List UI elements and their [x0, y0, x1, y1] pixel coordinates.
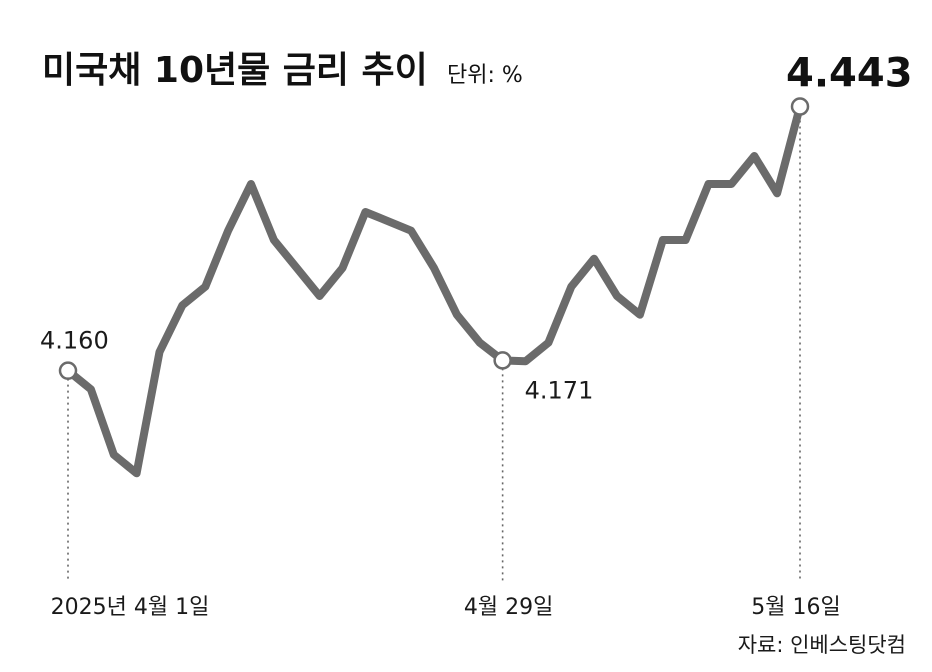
end-value-label: 4.443: [786, 51, 913, 97]
start-value-label: 4.160: [40, 327, 109, 355]
source-label: 자료: 인베스팅닷컴: [738, 633, 906, 657]
data-point-marker: [790, 97, 810, 116]
mid-value-label: 4.171: [525, 376, 594, 404]
x-tick-end: 5월 16일: [751, 595, 840, 620]
x-tick-mid: 4월 29일: [464, 595, 553, 620]
data-point-marker: [493, 351, 512, 370]
chart-title: 미국채 10년물 금리 추이: [42, 50, 428, 91]
yield-series-line: [64, 102, 804, 478]
data-point-marker: [58, 361, 78, 380]
x-tick-start: 2025년 4월 1일: [51, 595, 210, 620]
unit-label: 단위: %: [447, 63, 523, 88]
